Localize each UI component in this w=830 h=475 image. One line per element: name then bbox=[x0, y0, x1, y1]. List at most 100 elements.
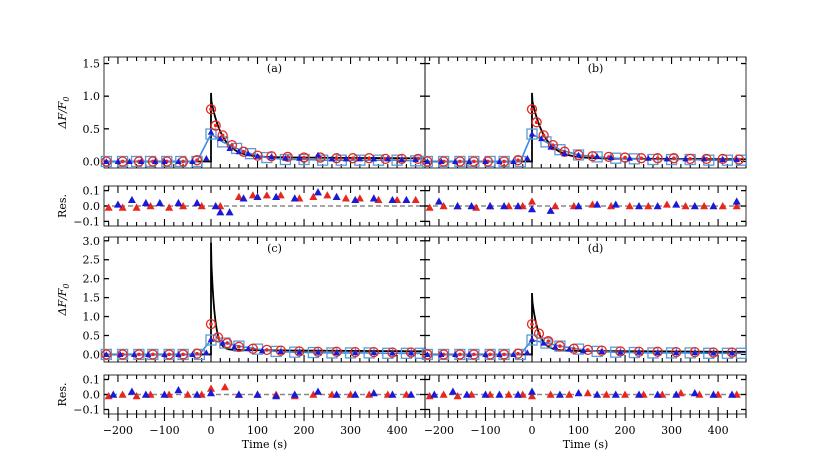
main-axes-frame bbox=[424, 56, 747, 169]
red-dot-marker bbox=[586, 348, 590, 352]
red-circle-marker bbox=[603, 151, 614, 163]
res-red-triangle bbox=[565, 390, 574, 398]
res-red-triangle bbox=[453, 392, 462, 400]
res-blue-triangle bbox=[593, 200, 602, 208]
blue-triangle-marker bbox=[691, 349, 699, 356]
res-red-triangle bbox=[207, 384, 215, 392]
res-blue-triangle bbox=[514, 202, 523, 210]
blue-triangle-marker bbox=[728, 349, 736, 356]
red-dot-marker bbox=[458, 159, 462, 164]
red-dot-marker bbox=[530, 322, 534, 326]
res-blue-triangle bbox=[127, 387, 136, 395]
red-circle-marker bbox=[573, 149, 584, 161]
blue-triangle-marker bbox=[598, 348, 605, 354]
red-circle-marker bbox=[671, 347, 682, 358]
blue-triangle-marker bbox=[424, 158, 431, 165]
red-circle-marker bbox=[133, 156, 145, 167]
blue-triangle-marker bbox=[352, 349, 359, 356]
blue-triangle-marker bbox=[175, 158, 182, 165]
res-blue-triangle bbox=[430, 390, 439, 398]
res-blue-triangle bbox=[514, 390, 523, 398]
blue-triangle-marker bbox=[268, 153, 275, 160]
res-blue-triangle bbox=[448, 387, 457, 395]
blue-triangle-marker bbox=[103, 158, 110, 165]
res-red-triangle bbox=[118, 390, 127, 398]
red-circle-marker bbox=[482, 156, 493, 167]
res-blue-triangle bbox=[239, 194, 248, 202]
blue-triangle-marker bbox=[438, 158, 445, 165]
red-circle-marker bbox=[717, 153, 728, 165]
red-dot-marker bbox=[265, 348, 269, 352]
xtick-label: 0 bbox=[529, 424, 536, 437]
blue-triangle-marker bbox=[593, 153, 601, 159]
res-ytick-label: 0.1 bbox=[83, 185, 101, 198]
red-circle-marker bbox=[282, 151, 293, 163]
res-blue-triangle bbox=[635, 202, 643, 210]
red-dot-marker bbox=[367, 156, 371, 161]
res-red-triangle bbox=[183, 390, 192, 398]
res-red-triangle bbox=[309, 192, 318, 200]
res-blue-triangle bbox=[155, 198, 164, 207]
res-blue-triangle bbox=[253, 192, 262, 200]
res-blue-triangle bbox=[453, 202, 462, 210]
red-dot-marker bbox=[688, 157, 692, 161]
blue-triangle-marker bbox=[424, 351, 431, 357]
blue-triangle-marker bbox=[245, 345, 252, 352]
res-blue-triangle bbox=[546, 206, 555, 214]
red-dot-marker bbox=[558, 344, 562, 348]
res-red-triangle bbox=[700, 202, 709, 210]
res-blue-triangle bbox=[193, 390, 202, 398]
red-dot-marker bbox=[220, 133, 225, 138]
square-marker bbox=[279, 153, 292, 166]
res-blue-triangle bbox=[728, 390, 737, 398]
xtick-label: −100 bbox=[470, 424, 500, 437]
blue-triangle-marker bbox=[203, 155, 210, 161]
blue-triangle-marker bbox=[370, 155, 378, 162]
red-circle-marker bbox=[438, 156, 449, 167]
main-axes-frame bbox=[424, 236, 747, 363]
red-circle-marker bbox=[422, 349, 433, 360]
res-red-triangle bbox=[662, 200, 671, 208]
res-blue-triangle bbox=[574, 389, 583, 397]
square-marker bbox=[219, 337, 231, 349]
res-red-triangle bbox=[439, 202, 448, 210]
square-marker bbox=[317, 154, 329, 166]
blue-triangle-marker bbox=[333, 349, 340, 356]
red-dot-marker bbox=[181, 159, 185, 164]
blue-triangle-marker bbox=[482, 158, 489, 165]
res-red-triangle bbox=[676, 389, 685, 397]
blue-triangle-marker bbox=[131, 351, 138, 357]
blue-triangle-marker bbox=[189, 351, 196, 357]
res-blue-triangle bbox=[174, 198, 183, 207]
res-blue-triangle bbox=[732, 197, 741, 205]
red-dot-marker bbox=[551, 143, 555, 147]
res-blue-triangle bbox=[193, 198, 202, 207]
red-circle-marker bbox=[596, 345, 607, 356]
blue-triangle-marker bbox=[342, 155, 350, 162]
res-red-triangle bbox=[528, 392, 536, 400]
blue-triangle-marker bbox=[538, 135, 545, 142]
red-dot-marker bbox=[241, 149, 246, 154]
red-circle-marker bbox=[387, 347, 398, 358]
red-dot-marker bbox=[458, 352, 462, 357]
res-red-triangle bbox=[355, 194, 364, 202]
blue-triangle-marker bbox=[245, 150, 252, 157]
blue-triangle-marker bbox=[528, 130, 536, 137]
blue-triangle-marker bbox=[566, 345, 573, 352]
red-dot-marker bbox=[216, 335, 220, 340]
red-dot-marker bbox=[213, 123, 218, 128]
blue-triangle-marker bbox=[370, 349, 378, 356]
res-blue-triangle bbox=[653, 202, 662, 210]
red-dot-marker bbox=[590, 154, 595, 159]
blue-triangle-marker bbox=[314, 151, 322, 158]
blue-triangle-marker bbox=[226, 145, 233, 151]
red-dot-marker bbox=[237, 345, 241, 349]
blue-triangle-marker bbox=[552, 343, 559, 350]
res-red-triangle bbox=[234, 192, 243, 200]
main-ytick-label: 2.0 bbox=[83, 273, 101, 286]
blue-triangle-marker bbox=[579, 347, 587, 354]
blue-triangle-marker bbox=[607, 154, 615, 161]
res-red-triangle bbox=[625, 202, 634, 210]
main-ytick-label: 0.5 bbox=[83, 123, 101, 136]
res-blue-triangle bbox=[141, 390, 150, 398]
